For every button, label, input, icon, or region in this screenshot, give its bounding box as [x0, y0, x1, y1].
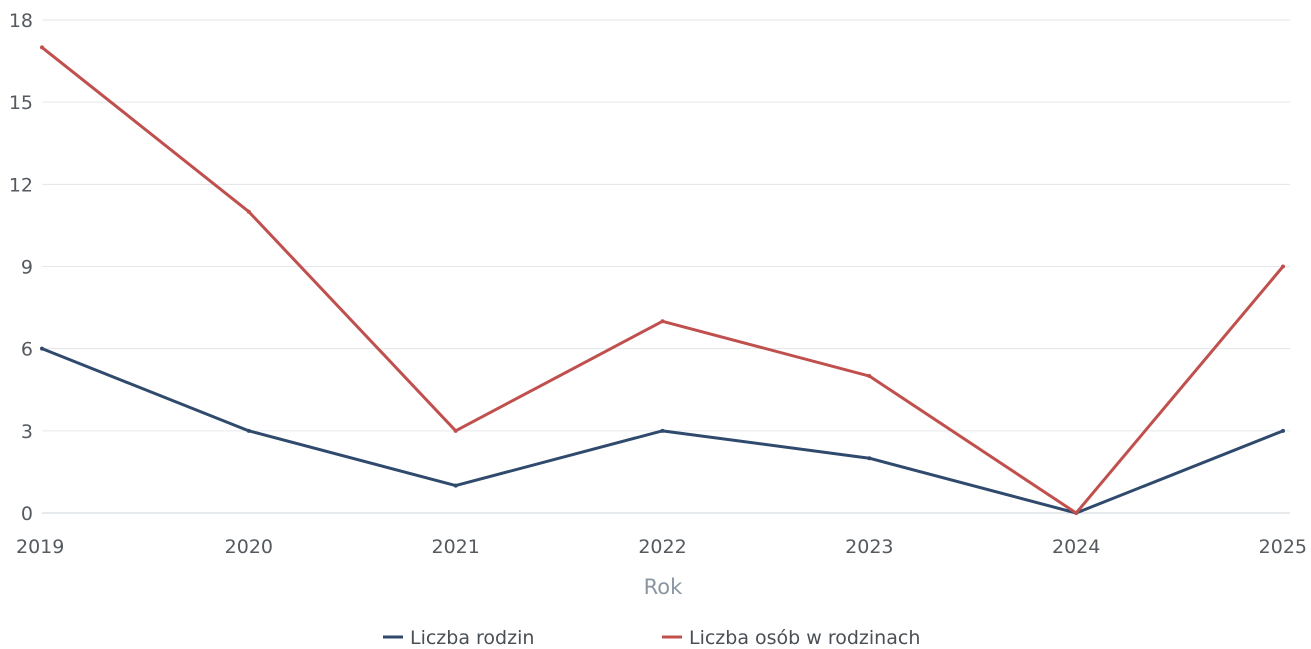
x-tick-label: 2024: [1052, 536, 1100, 558]
data-point-series-2[interactable]: [453, 428, 458, 433]
data-point-series-1[interactable]: [453, 483, 458, 488]
y-tick-label: 9: [21, 257, 33, 279]
legend-label-series-2: Liczba osób w rodzinach: [689, 627, 920, 649]
y-tick-label: 6: [21, 339, 33, 361]
x-axis-ticks: 2019 2020 2021 2022 2023 2024 2025: [16, 536, 1307, 558]
data-point-series-1[interactable]: [867, 456, 872, 461]
legend: Liczba rodzin Liczba osób w rodzinach: [383, 627, 920, 649]
data-point-series-2[interactable]: [1281, 264, 1285, 269]
y-tick-label: 12: [9, 174, 33, 196]
x-tick-label: 2023: [845, 536, 893, 558]
data-point-series-1[interactable]: [40, 346, 44, 351]
x-tick-label: 2025: [1259, 536, 1307, 558]
legend-item-series-1[interactable]: Liczba rodzin: [383, 627, 534, 649]
data-point-series-1[interactable]: [1281, 428, 1285, 433]
data-point-series-1[interactable]: [660, 428, 665, 433]
y-tick-label: 15: [9, 92, 33, 114]
y-tick-label: 0: [21, 503, 33, 525]
x-axis-title: Rok: [644, 575, 683, 599]
data-point-series-2[interactable]: [867, 374, 872, 379]
gridlines: [42, 19, 1290, 514]
data-point-series-2[interactable]: [1074, 511, 1079, 515]
legend-label-series-1: Liczba rodzin: [410, 627, 534, 649]
data-point-series-2[interactable]: [246, 209, 251, 214]
series-line-2[interactable]: [40, 45, 1285, 515]
data-point-series-1[interactable]: [246, 428, 251, 433]
y-axis-ticks: 0 3 6 9 12 15 18: [9, 10, 33, 525]
data-point-series-2[interactable]: [40, 45, 44, 50]
x-tick-label: 2021: [431, 536, 479, 558]
legend-item-series-2[interactable]: Liczba osób w rodzinach: [662, 627, 920, 649]
x-tick-label: 2020: [225, 536, 273, 558]
x-tick-label: 2019: [16, 536, 64, 558]
series-lines: [40, 45, 1285, 515]
x-tick-label: 2022: [638, 536, 686, 558]
y-tick-label: 18: [9, 10, 33, 32]
y-tick-label: 3: [21, 421, 33, 443]
data-point-series-2[interactable]: [660, 319, 665, 324]
